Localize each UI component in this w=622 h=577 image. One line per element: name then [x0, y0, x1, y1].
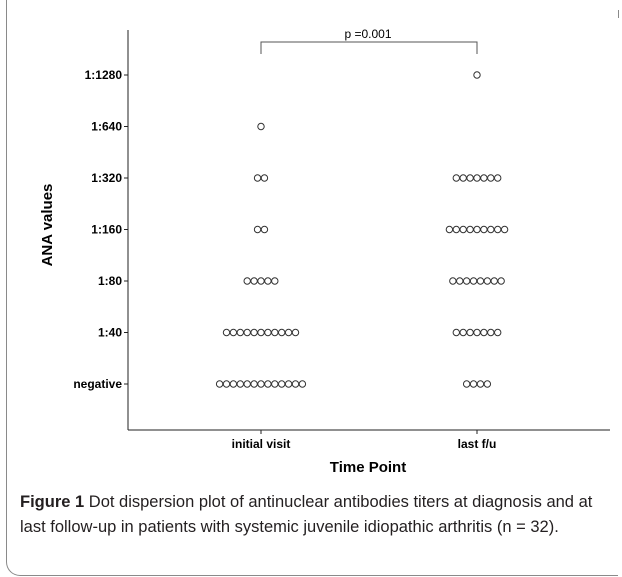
y-tick-label: 1:80 — [98, 274, 122, 288]
data-point — [476, 380, 485, 388]
data-points — [215, 71, 509, 388]
data-point — [243, 277, 251, 285]
data-point — [445, 225, 454, 234]
data-point — [278, 328, 286, 337]
data-point — [236, 380, 245, 388]
data-point — [480, 225, 488, 234]
data-point — [243, 328, 251, 337]
data-point — [291, 328, 300, 337]
y-ticks: negative 1:40 1:80 1:160 1:320 1:640 1:1280 — [73, 68, 128, 391]
x-axis-label: Time Point — [330, 459, 406, 476]
data-point — [271, 328, 279, 337]
data-point — [487, 328, 495, 337]
data-point — [466, 225, 474, 234]
data-point — [483, 380, 492, 388]
figure-label: Figure 1 — [20, 493, 85, 511]
y-tick-label: 1:320 — [91, 171, 122, 185]
data-point — [260, 174, 269, 182]
data-point — [462, 380, 471, 388]
data-point — [487, 225, 495, 234]
data-point — [243, 380, 251, 388]
data-point — [298, 380, 307, 388]
data-point — [250, 380, 258, 388]
y-tick-label: 1:40 — [98, 326, 122, 340]
data-point — [452, 328, 460, 337]
data-point — [462, 277, 471, 285]
significance-bracket-line — [260, 41, 478, 54]
data-point — [291, 380, 300, 388]
data-point — [222, 328, 231, 337]
data-point — [473, 225, 481, 234]
data-point — [229, 328, 238, 337]
x-ticks: initial visit last f/u — [232, 430, 497, 451]
figure-caption: Figure 1 Dot dispersion plot of antinucl… — [20, 490, 605, 540]
dot-plot: negative 1:40 1:80 1:160 1:320 1:640 1:1280 in… — [39, 27, 610, 476]
significance-bracket — [260, 41, 478, 54]
data-point — [483, 277, 492, 285]
data-point — [278, 380, 286, 388]
x-tick-label: initial visit — [232, 437, 291, 451]
data-point — [487, 174, 495, 182]
data-point — [264, 328, 272, 337]
data-point — [260, 225, 269, 234]
data-point — [284, 328, 293, 337]
data-point — [497, 277, 505, 285]
figure-frame — [6, 0, 618, 576]
data-point — [459, 174, 467, 182]
data-point — [253, 174, 262, 182]
data-point — [466, 328, 474, 337]
data-point — [494, 225, 502, 234]
data-point — [459, 225, 467, 234]
data-point — [271, 277, 279, 285]
x-tick-label: last f/u — [458, 437, 497, 451]
data-point — [452, 174, 460, 182]
data-point — [257, 380, 265, 388]
y-tick-label: 1:640 — [91, 120, 122, 134]
data-point — [469, 277, 478, 285]
y-tick-label: negative — [73, 377, 122, 391]
data-point — [480, 174, 488, 182]
data-point — [494, 328, 502, 337]
p-value-label: p =0.001 — [344, 27, 391, 41]
data-point — [452, 225, 460, 234]
data-point — [469, 380, 478, 388]
data-point — [222, 380, 231, 388]
plot-axes — [127, 30, 610, 431]
y-tick-label: 1:160 — [91, 223, 122, 237]
data-point — [215, 380, 224, 388]
data-point — [257, 122, 265, 131]
data-point — [456, 277, 464, 285]
y-tick-label: 1:1280 — [85, 68, 123, 82]
data-point — [229, 380, 238, 388]
data-point — [476, 277, 485, 285]
data-point — [500, 225, 509, 234]
data-point — [473, 71, 481, 79]
data-point — [257, 277, 265, 285]
y-axis-label: ANA values — [39, 184, 56, 267]
data-point — [257, 328, 265, 337]
data-point — [264, 277, 272, 285]
data-point — [264, 380, 272, 388]
data-point — [466, 174, 474, 182]
data-point — [480, 328, 488, 337]
data-point — [271, 380, 279, 388]
data-point — [494, 174, 502, 182]
data-point — [459, 328, 467, 337]
data-point — [449, 277, 457, 285]
data-point — [250, 277, 258, 285]
data-point — [473, 328, 481, 337]
data-point — [250, 328, 258, 337]
caption-text: Dot dispersion plot of antinuclear antib… — [20, 493, 593, 536]
data-point — [236, 328, 245, 337]
frame-edge — [618, 10, 619, 18]
data-point — [490, 277, 498, 285]
data-point — [473, 174, 481, 182]
data-point — [284, 380, 293, 388]
data-point — [253, 225, 262, 234]
